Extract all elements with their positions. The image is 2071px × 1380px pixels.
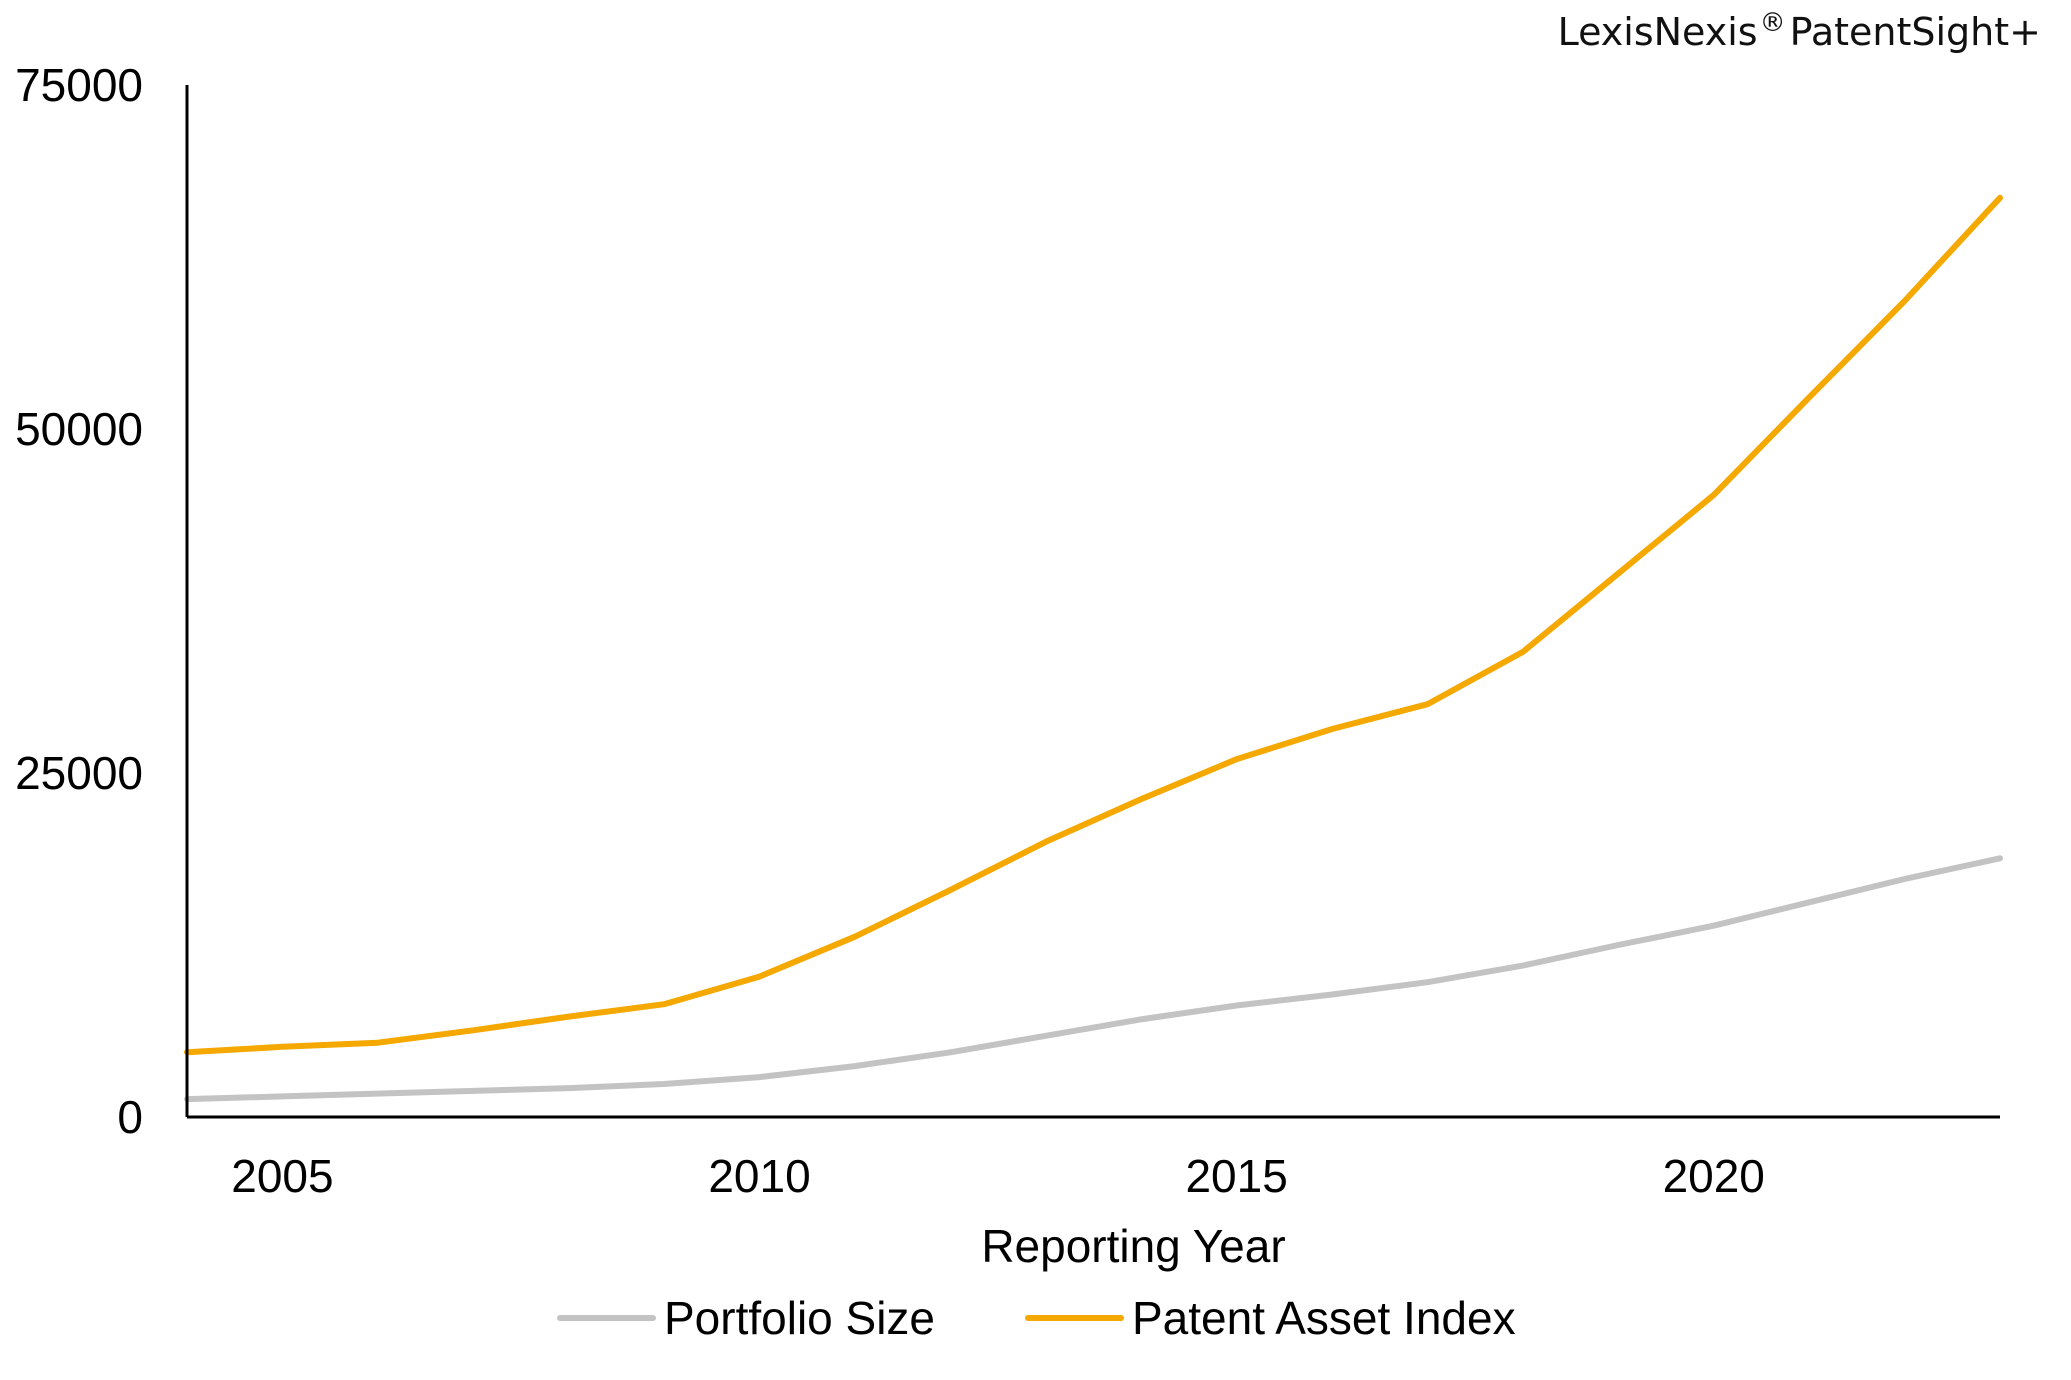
y-tick-label: 0 (117, 1091, 143, 1143)
x-axis-ticks: 2005 2010 2015 2020 (231, 1150, 1765, 1202)
watermark-product: PatentSight+ (1789, 10, 2041, 54)
legend-label: Patent Asset Index (1132, 1292, 1516, 1344)
series-line-portfolio-size (184, 855, 2003, 1103)
y-axis-ticks: 0 25000 50000 75000 (15, 59, 143, 1143)
x-tick-label: 2010 (708, 1150, 810, 1202)
y-tick-label: 50000 (15, 403, 143, 455)
x-tick-label: 2015 (1185, 1150, 1287, 1202)
x-axis-title: Reporting Year (981, 1220, 1285, 1272)
y-tick-label: 75000 (15, 59, 143, 111)
x-tick-label: 2005 (231, 1150, 333, 1202)
watermark-brand: LexisNexis (1557, 10, 1758, 54)
lexisnexis-patentsight-logo: LexisNexis® PatentSight+ (1558, 8, 2041, 54)
legend: Portfolio Size Patent Asset Index (557, 1292, 1516, 1344)
series-line-patent-asset-index (184, 194, 2003, 1056)
x-tick-label: 2020 (1663, 1150, 1765, 1202)
series-layer (184, 194, 2003, 1103)
registered-mark: ® (1759, 8, 1786, 38)
legend-label: Portfolio Size (664, 1292, 935, 1344)
y-tick-label: 25000 (15, 747, 143, 799)
